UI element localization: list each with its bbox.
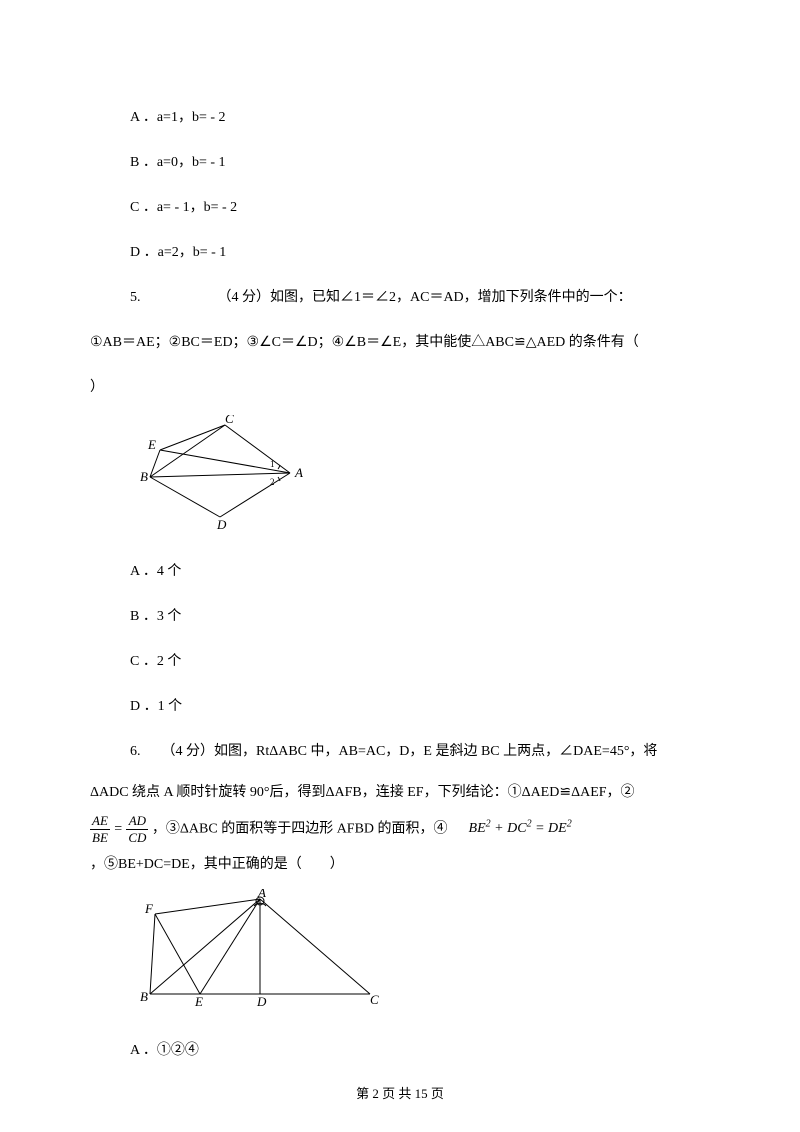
q6-line3: AE BE = AD CD ，③ΔABC 的面积等于四边形 AFBD 的面积，④… — [90, 813, 710, 845]
q5-line1: 5. （4 分）如图，已知∠1＝∠2，AC＝AD，增加下列条件中的一个： — [90, 280, 710, 315]
q6-option-a: A ．①②④ — [130, 1033, 710, 1068]
q5-label-1: 1 — [270, 459, 275, 469]
page-content: A ．a=1，b= - 2 B ．a=0，b= - 1 C ．a= - 1，b=… — [0, 0, 800, 1118]
q5-option-c: C ．2 个 — [130, 644, 710, 679]
q5-option-a: A ．4 个 — [130, 554, 710, 589]
q6-line1: 6. （4 分）如图，RtΔABC 中，AB=AC，D，E 是斜边 BC 上两点… — [90, 734, 710, 769]
q5-label-c: C — [225, 415, 234, 426]
q6-label-a: A — [257, 889, 266, 900]
prev-option-c: C ．a= - 1，b= - 2 — [130, 190, 710, 225]
q5-line2: ①AB＝AE；②BC＝ED；③∠C＝∠D；④∠B＝∠E，其中能使△ABC≌△AE… — [90, 325, 710, 360]
q6-line4: ，⑤BE+DC=DE，其中正确的是（ ） — [90, 851, 710, 879]
q5-label-2: 2 — [270, 477, 275, 487]
q5-line3: ） — [90, 370, 710, 405]
q5-figure: A B C D E 1 2 — [130, 415, 710, 544]
prev-option-b: B ．a=0，b= - 1 — [130, 145, 710, 180]
q6-label-d: D — [256, 994, 267, 1009]
page-footer: 第 2 页 共 15 页 — [0, 1083, 800, 1102]
q6-figure: A B C D E F — [130, 889, 710, 1023]
q5-label-b: B — [140, 469, 148, 484]
q6-label-b: B — [140, 989, 148, 1004]
formula-frac1: AE BE — [90, 813, 110, 845]
q6-label-c: C — [370, 992, 379, 1007]
q6-formula2: BE2 + DC2 = DE2 — [469, 821, 572, 836]
prev-option-d: D ．a=2，b= - 1 — [130, 235, 710, 270]
q6-label-e: E — [194, 994, 203, 1009]
q5-label-a: A — [294, 465, 303, 480]
q5-label-e: E — [147, 437, 156, 452]
q6-line3-mid: ，③ΔABC 的面积等于四边形 AFBD 的面积，④ — [152, 821, 448, 836]
q6-label-f: F — [144, 901, 154, 916]
q5-option-b: B ．3 个 — [130, 599, 710, 634]
q6-line2: ΔADC 绕点 A 顺时针旋转 90°后，得到ΔAFB，连接 EF，下列结论：①… — [90, 779, 710, 807]
formula-frac2: AD CD — [126, 813, 148, 845]
prev-option-a: A ．a=1，b= - 2 — [130, 100, 710, 135]
q5-option-d: D ．1 个 — [130, 689, 710, 724]
q5-label-d: D — [216, 517, 227, 530]
